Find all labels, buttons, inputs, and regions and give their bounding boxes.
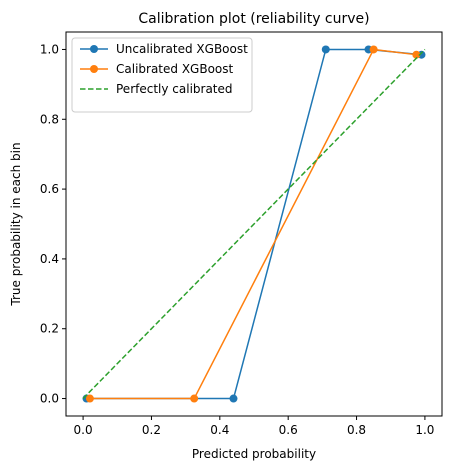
series-line-2 bbox=[82, 48, 426, 400]
legend-label: Calibrated XGBoost bbox=[116, 62, 234, 76]
y-tick-label: 0.2 bbox=[40, 322, 59, 336]
y-axis-ticks: 0.0 0.2 0.4 0.6 0.8 1.0 bbox=[40, 42, 66, 406]
y-axis-label: True probability in each bin bbox=[9, 142, 23, 306]
x-tick-label: 1.0 bbox=[415, 423, 434, 437]
x-axis-ticks: 0.0 0.2 0.4 0.6 0.8 1.0 bbox=[74, 416, 434, 437]
chart-title: Calibration plot (reliability curve) bbox=[138, 11, 369, 27]
x-tick-label: 0.2 bbox=[142, 423, 161, 437]
x-tick-label: 0.8 bbox=[347, 423, 366, 437]
data-point bbox=[229, 394, 238, 403]
x-axis-label: Predicted probability bbox=[192, 447, 316, 461]
y-tick-label: 1.0 bbox=[40, 42, 59, 56]
data-point bbox=[190, 394, 199, 403]
data-point bbox=[369, 45, 378, 54]
legend-box bbox=[71, 37, 253, 113]
x-tick-label: 0.4 bbox=[210, 423, 229, 437]
x-tick-label: 0.6 bbox=[279, 423, 298, 437]
plot-area bbox=[82, 45, 426, 403]
y-tick-label: 0.0 bbox=[40, 392, 59, 406]
data-point bbox=[321, 45, 330, 54]
y-tick-label: 0.4 bbox=[40, 252, 59, 266]
legend-label: Perfectly calibrated bbox=[116, 82, 233, 96]
legend-marker bbox=[90, 65, 98, 73]
legend: Uncalibrated XGBoost Calibrated XGBoost Pe… bbox=[71, 37, 253, 113]
legend-label: Uncalibrated XGBoost bbox=[116, 42, 248, 56]
x-tick-label: 0.0 bbox=[74, 423, 93, 437]
y-tick-label: 0.8 bbox=[40, 112, 59, 126]
series-line-1 bbox=[89, 48, 417, 400]
y-tick-label: 0.6 bbox=[40, 182, 59, 196]
data-point bbox=[85, 394, 94, 403]
legend-marker bbox=[90, 45, 98, 53]
data-point bbox=[412, 50, 421, 59]
axes-frame bbox=[65, 31, 443, 417]
